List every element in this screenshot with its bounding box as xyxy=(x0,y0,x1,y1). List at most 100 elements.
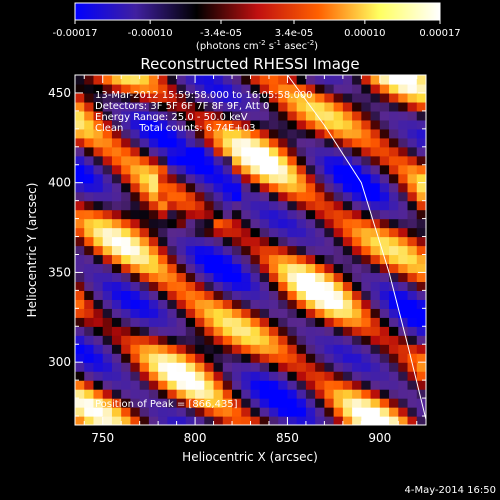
heatmap-cell xyxy=(241,416,252,425)
heatmap-cell xyxy=(315,344,325,354)
heatmap-cell xyxy=(324,389,335,399)
heatmap-cell xyxy=(176,200,187,211)
heatmap-cell xyxy=(250,263,261,274)
heatmap-cell xyxy=(398,317,409,327)
heatmap-cell xyxy=(379,92,390,103)
heatmap-cell xyxy=(416,416,426,425)
heatmap-cell xyxy=(84,344,95,354)
heatmap-cell xyxy=(121,75,132,85)
heatmap-cell xyxy=(250,407,261,417)
heatmap-cell xyxy=(167,290,178,300)
heatmap-cell xyxy=(268,128,279,139)
heatmap-cell xyxy=(185,209,196,220)
heatmap-cell xyxy=(93,218,104,229)
colorbar-tick-label: 0.00010 xyxy=(344,28,385,39)
heatmap-cell xyxy=(361,236,372,247)
heatmap-cell xyxy=(352,200,362,211)
heatmap-cell xyxy=(268,200,279,211)
heatmap-cell xyxy=(176,398,187,408)
heatmap-cell xyxy=(167,263,178,274)
heatmap-cell xyxy=(268,380,279,390)
heatmap-cell xyxy=(222,254,233,265)
heatmap-cell xyxy=(84,245,95,256)
heatmap-cell xyxy=(407,353,418,363)
heatmap-cell xyxy=(370,299,381,309)
heatmap-cell xyxy=(250,128,261,139)
heatmap-cell xyxy=(379,227,390,238)
heatmap-cell xyxy=(250,137,261,148)
heatmap-cell xyxy=(324,137,335,148)
heatmap-cell xyxy=(213,137,224,148)
heatmap-cell xyxy=(167,155,178,166)
heatmap-cell xyxy=(296,200,307,211)
heatmap-cell xyxy=(111,182,122,193)
heatmap-cell xyxy=(296,119,307,130)
heatmap-cell xyxy=(185,398,196,408)
heatmap-cell xyxy=(398,326,409,336)
heatmap-cell xyxy=(75,110,85,121)
heatmap-cell xyxy=(121,146,132,157)
heatmap-cell xyxy=(158,155,168,166)
heatmap-cell xyxy=(389,362,399,372)
heatmap-cell xyxy=(130,227,141,238)
heatmap-cell xyxy=(195,416,205,425)
heatmap-cell xyxy=(93,119,104,130)
heatmap-cell xyxy=(139,101,150,112)
heatmap-cell xyxy=(389,119,399,130)
heatmap-cell xyxy=(121,155,132,166)
heatmap-cell xyxy=(370,155,381,166)
heatmap-cell xyxy=(130,380,141,390)
heatmap-cell xyxy=(296,389,307,399)
heatmap-cell xyxy=(305,119,316,130)
heatmap-cell xyxy=(93,92,104,103)
heatmap-cell xyxy=(158,191,168,202)
heatmap-cell xyxy=(287,110,298,121)
heatmap-cell xyxy=(204,398,215,408)
heatmap-cell xyxy=(185,146,196,157)
heatmap-cell xyxy=(305,326,316,336)
heatmap-cell xyxy=(361,110,372,121)
heatmap-cell xyxy=(121,119,132,130)
heatmap-cell xyxy=(167,236,178,247)
heatmap-cell xyxy=(278,317,289,327)
heatmap-cell xyxy=(158,101,168,112)
heatmap-cell xyxy=(333,92,344,103)
heatmap-cell xyxy=(167,128,178,139)
heatmap-cell xyxy=(204,380,215,390)
heatmap-cell xyxy=(167,101,178,112)
heatmap-cell xyxy=(305,272,316,283)
heatmap-cell xyxy=(416,236,426,247)
heatmap-cell xyxy=(370,371,381,381)
heatmap-cell xyxy=(333,164,344,175)
heatmap-cell xyxy=(259,416,270,425)
heatmap-cell xyxy=(130,164,141,175)
heatmap-cell xyxy=(416,371,426,381)
heatmap-cell xyxy=(250,200,261,211)
heatmap-cell xyxy=(222,218,233,229)
heatmap-cell xyxy=(407,308,418,318)
heatmap-cell xyxy=(222,353,233,363)
heatmap-cell xyxy=(195,200,205,211)
heatmap-cell xyxy=(102,92,113,103)
heatmap-cell xyxy=(158,218,168,229)
heatmap-cell xyxy=(111,75,122,85)
heatmap-cell xyxy=(361,128,372,139)
heatmap-cell xyxy=(333,389,344,399)
heatmap-cell xyxy=(268,218,279,229)
heatmap-cell xyxy=(250,254,261,265)
heatmap-cell xyxy=(139,335,150,345)
heatmap-cell xyxy=(379,137,390,148)
heatmap-cell xyxy=(232,92,242,103)
heatmap-cell xyxy=(416,173,426,184)
heatmap-cell xyxy=(361,182,372,193)
heatmap-cell xyxy=(102,290,113,300)
heatmap-cell xyxy=(148,317,159,327)
heatmap-cell xyxy=(93,137,104,148)
heatmap-cell xyxy=(130,137,141,148)
heatmap-cell xyxy=(389,227,399,238)
heatmap-cell xyxy=(315,128,325,139)
heatmap-cell xyxy=(195,254,205,265)
heatmap-cell xyxy=(398,389,409,399)
heatmap-cell xyxy=(195,245,205,256)
heatmap-cell xyxy=(158,83,168,94)
